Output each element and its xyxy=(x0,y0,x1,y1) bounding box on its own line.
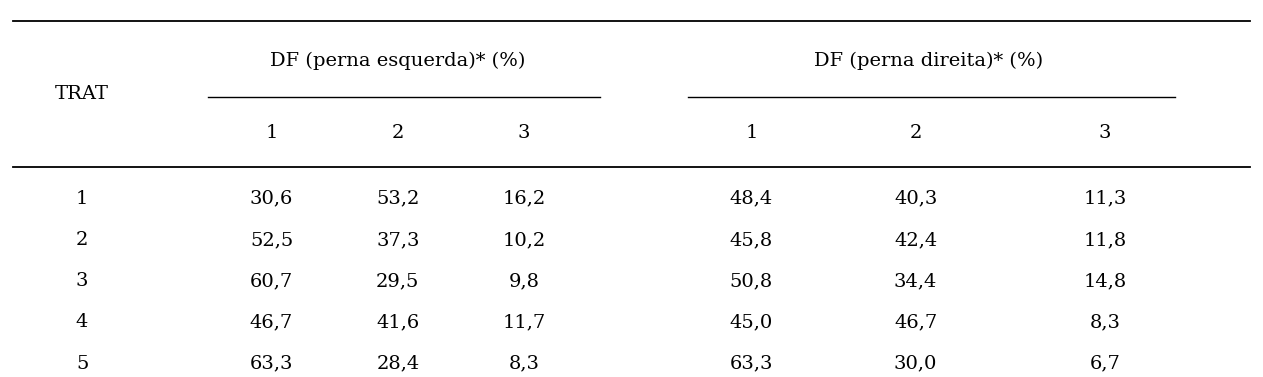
Text: 1: 1 xyxy=(265,124,278,141)
Text: 40,3: 40,3 xyxy=(894,190,937,208)
Text: 8,3: 8,3 xyxy=(509,354,539,372)
Text: 52,5: 52,5 xyxy=(250,231,293,249)
Text: 3: 3 xyxy=(1099,124,1111,141)
Text: 46,7: 46,7 xyxy=(894,313,937,331)
Text: DF (perna direita)* (%): DF (perna direita)* (%) xyxy=(813,52,1043,70)
Text: 45,8: 45,8 xyxy=(730,231,773,249)
Text: 11,7: 11,7 xyxy=(503,313,546,331)
Text: 50,8: 50,8 xyxy=(730,272,773,290)
Text: 42,4: 42,4 xyxy=(894,231,937,249)
Text: 2: 2 xyxy=(909,124,922,141)
Text: 6,7: 6,7 xyxy=(1090,354,1120,372)
Text: 5: 5 xyxy=(76,354,88,372)
Text: TRAT: TRAT xyxy=(56,85,109,103)
Text: 63,3: 63,3 xyxy=(250,354,293,372)
Text: 4: 4 xyxy=(76,313,88,331)
Text: 45,0: 45,0 xyxy=(730,313,773,331)
Text: 8,3: 8,3 xyxy=(1090,313,1120,331)
Text: 3: 3 xyxy=(518,124,530,141)
Text: 30,6: 30,6 xyxy=(250,190,293,208)
Text: 3: 3 xyxy=(76,272,88,290)
Text: 53,2: 53,2 xyxy=(376,190,419,208)
Text: 48,4: 48,4 xyxy=(730,190,773,208)
Text: 34,4: 34,4 xyxy=(894,272,937,290)
Text: 28,4: 28,4 xyxy=(376,354,419,372)
Text: 2: 2 xyxy=(392,124,404,141)
Text: 46,7: 46,7 xyxy=(250,313,293,331)
Text: 9,8: 9,8 xyxy=(509,272,539,290)
Text: 11,3: 11,3 xyxy=(1084,190,1127,208)
Text: 1: 1 xyxy=(745,124,758,141)
Text: 60,7: 60,7 xyxy=(250,272,293,290)
Text: 63,3: 63,3 xyxy=(730,354,773,372)
Text: 41,6: 41,6 xyxy=(376,313,419,331)
Text: 16,2: 16,2 xyxy=(503,190,546,208)
Text: 2: 2 xyxy=(76,231,88,249)
Text: 37,3: 37,3 xyxy=(376,231,419,249)
Text: DF (perna esquerda)* (%): DF (perna esquerda)* (%) xyxy=(270,52,525,70)
Text: 30,0: 30,0 xyxy=(894,354,937,372)
Text: 14,8: 14,8 xyxy=(1084,272,1127,290)
Text: 29,5: 29,5 xyxy=(376,272,419,290)
Text: 1: 1 xyxy=(76,190,88,208)
Text: 11,8: 11,8 xyxy=(1084,231,1127,249)
Text: 10,2: 10,2 xyxy=(503,231,546,249)
